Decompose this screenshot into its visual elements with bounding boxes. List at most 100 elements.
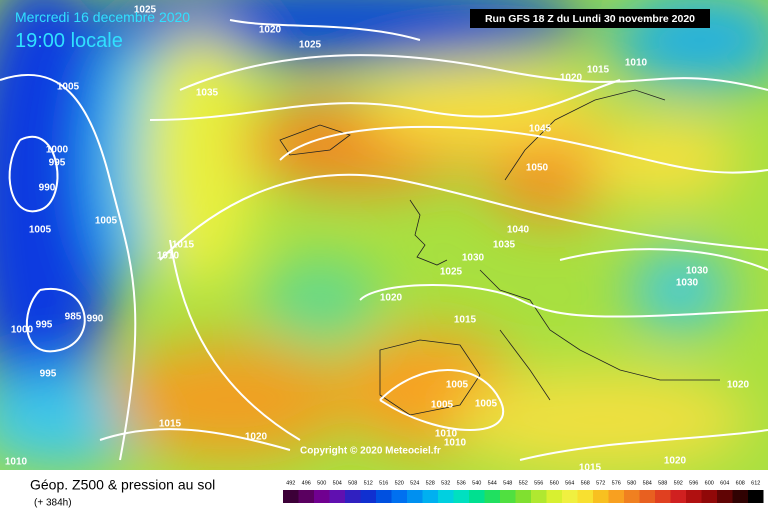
isobar-label: 1010 — [435, 429, 458, 440]
isobar-label: 1005 — [95, 216, 118, 227]
scale-swatch — [422, 490, 438, 503]
scale-swatch — [717, 490, 733, 503]
scale-label: 512 — [364, 480, 373, 486]
scale-label: 508 — [348, 480, 357, 486]
isobar-label: 995 — [36, 320, 53, 331]
isobar-label: 1030 — [686, 266, 709, 277]
scale-swatch — [345, 490, 361, 503]
isobar-label: 1035 — [493, 240, 516, 251]
scale-label: 608 — [736, 480, 745, 486]
isobar-label: 1040 — [507, 225, 530, 236]
scale-label: 556 — [534, 480, 543, 486]
run-box — [470, 9, 710, 28]
scale-swatch — [314, 490, 330, 503]
scale-swatch — [608, 490, 624, 503]
scale-label: 548 — [503, 480, 512, 486]
scale-swatch — [329, 490, 345, 503]
scale-swatch — [453, 490, 469, 503]
isobar-label: 1025 — [440, 267, 463, 278]
scale-swatch — [500, 490, 516, 503]
scale-label: 504 — [333, 480, 342, 486]
isobar-label: 1005 — [475, 399, 498, 410]
scale-swatch — [577, 490, 593, 503]
scale-label: 596 — [689, 480, 698, 486]
isobar-label: 1010 — [444, 438, 467, 449]
scale-label: 580 — [627, 480, 636, 486]
field-background — [0, 0, 768, 470]
isobar-label: 1025 — [134, 5, 157, 16]
scale-swatch — [376, 490, 392, 503]
isobar-label: 1020 — [259, 25, 282, 36]
scale-label: 520 — [395, 480, 404, 486]
isobar-label: 1015 — [454, 315, 477, 326]
scale-swatch — [360, 490, 376, 503]
scale-label: 588 — [658, 480, 667, 486]
isobar-label: 1020 — [380, 293, 403, 304]
scale-swatch — [748, 490, 764, 503]
isobar-label: 1030 — [676, 278, 699, 289]
isobar-label: 995 — [49, 158, 66, 169]
scale-swatch — [515, 490, 531, 503]
isobar-label: 1025 — [299, 40, 322, 51]
scale-swatch — [562, 490, 578, 503]
isobar-label: 985 — [65, 312, 82, 323]
isobar-label: 1000 — [46, 145, 69, 156]
scale-label: 492 — [286, 480, 295, 486]
isobar-label: 1050 — [526, 163, 549, 174]
scale-label: 576 — [612, 480, 621, 486]
isobar-label: 1020 — [245, 432, 268, 443]
scale-swatch — [469, 490, 485, 503]
scale-swatch — [593, 490, 609, 503]
isobar-label: 995 — [40, 369, 57, 380]
run-label: Run GFS 18 Z du Lundi 30 novembre 2020 — [485, 13, 695, 25]
isobar-label: 1035 — [196, 88, 219, 99]
coastlines — [279, 89, 720, 416]
scale-label: 552 — [519, 480, 528, 486]
scale-label: 536 — [457, 480, 466, 486]
isobar-label: 1010 — [5, 457, 28, 468]
scale-swatch — [732, 490, 748, 503]
isobar-label: 1020 — [560, 73, 583, 84]
date-label: Mercredi 16 decembre 2020 — [15, 9, 190, 25]
time-label: 19:00 locale — [15, 30, 123, 52]
scale-swatch — [701, 490, 717, 503]
scale-swatch — [438, 490, 454, 503]
copyright: Copyright © 2020 Meteociel.fr — [300, 446, 441, 457]
scale-swatch — [391, 490, 407, 503]
isobar-label: 1005 — [29, 225, 52, 236]
scale-label: 500 — [317, 480, 326, 486]
scale-label: 572 — [596, 480, 605, 486]
scale-label: 516 — [379, 480, 388, 486]
scale-swatch — [546, 490, 562, 503]
scale-label: 584 — [643, 480, 652, 486]
scale-swatch — [484, 490, 500, 503]
isobar-label: 1015 — [579, 463, 602, 474]
isobars — [0, 19, 768, 461]
isobar-label: 1005 — [446, 380, 469, 391]
isobar-label: 1005 — [57, 82, 80, 93]
scale-label: 612 — [751, 480, 760, 486]
isobar-label: 990 — [39, 183, 56, 194]
scale-swatch — [407, 490, 423, 503]
scale-label: 524 — [410, 480, 419, 486]
isobar-label: 1000 — [11, 325, 34, 336]
scale-swatch — [670, 490, 686, 503]
scale-label: 568 — [581, 480, 590, 486]
scale-label: 540 — [472, 480, 481, 486]
scale-swatch — [639, 490, 655, 503]
scale-label: 600 — [705, 480, 714, 486]
scale-swatch — [624, 490, 640, 503]
isobar-label: 1010 — [625, 58, 648, 69]
footer-lead: (+ 384h) — [34, 498, 72, 509]
isobar-label: 1015 — [159, 419, 182, 430]
footer-title: Géop. Z500 & pression au sol — [30, 477, 215, 493]
scale-label: 496 — [302, 480, 311, 486]
isobar-label: 1015 — [172, 240, 195, 251]
scale-swatch — [531, 490, 547, 503]
isobar-label: 1010 — [157, 251, 180, 262]
scale-swatch — [298, 490, 314, 503]
isobar-label: 1005 — [431, 400, 454, 411]
scale-swatch — [283, 490, 299, 503]
isobar-label: 1020 — [727, 380, 750, 391]
